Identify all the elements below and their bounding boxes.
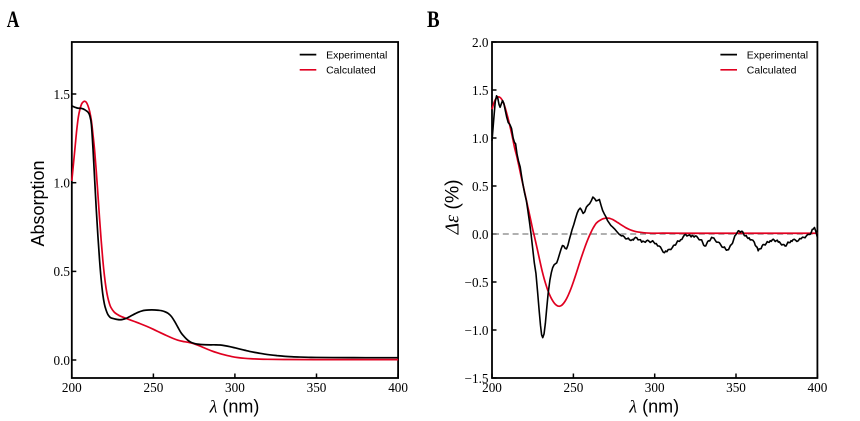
svg-text:350: 350 [726, 380, 746, 395]
svg-text:Experimental: Experimental [747, 49, 808, 61]
svg-text:1.0: 1.0 [472, 131, 489, 146]
svg-text:−0.5: −0.5 [465, 275, 489, 290]
svg-text:A: A [7, 7, 20, 32]
svg-text:400: 400 [808, 380, 828, 395]
svg-text:1.0: 1.0 [54, 175, 71, 190]
svg-text:1.5: 1.5 [472, 83, 489, 98]
svg-text:300: 300 [225, 380, 245, 395]
svg-text:0.5: 0.5 [472, 179, 489, 194]
svg-text:−1.0: −1.0 [465, 323, 489, 338]
svg-text:0.0: 0.0 [472, 227, 489, 242]
svg-text:Calculated: Calculated [747, 65, 797, 77]
svg-text:0.0: 0.0 [54, 353, 71, 368]
svg-text:400: 400 [388, 380, 408, 395]
svg-text:Experimental: Experimental [326, 49, 387, 61]
svg-text:−1.5: −1.5 [465, 371, 489, 386]
svg-text:200: 200 [62, 380, 82, 395]
svg-text:300: 300 [645, 380, 665, 395]
svg-text:1.5: 1.5 [54, 87, 71, 102]
svg-text:Calculated: Calculated [326, 65, 376, 77]
svg-text:250: 250 [144, 380, 164, 395]
svg-text:200: 200 [482, 380, 502, 395]
svg-text:Δε (%): Δε (%) [442, 179, 464, 235]
svg-text:2.0: 2.0 [472, 35, 489, 50]
svg-text:250: 250 [564, 380, 584, 395]
svg-text:350: 350 [307, 380, 327, 395]
svg-text:λ (nm): λ (nm) [628, 396, 679, 416]
svg-text:λ (nm): λ (nm) [209, 396, 260, 416]
svg-text:Absorption: Absorption [28, 160, 48, 246]
svg-text:B: B [427, 7, 440, 32]
svg-text:0.5: 0.5 [54, 264, 71, 279]
